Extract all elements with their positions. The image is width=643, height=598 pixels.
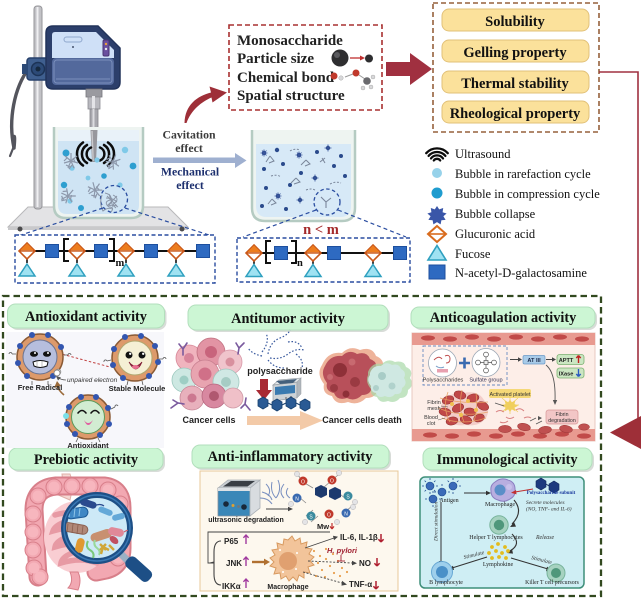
svg-text:Bubble in compression cycle: Bubble in compression cycle [455, 187, 600, 201]
svg-text:APTT: APTT [559, 358, 574, 364]
svg-text:effect: effect [176, 178, 204, 192]
svg-text:Macrophage: Macrophage [485, 502, 515, 508]
svg-text:Anti-inflammatory activity: Anti-inflammatory activity [208, 449, 374, 465]
svg-text:effect: effect [175, 141, 203, 155]
svg-text:Macrophage: Macrophage [267, 584, 308, 591]
svg-text:Antitumor activity: Antitumor activity [231, 311, 346, 327]
svg-text:unpaired electron: unpaired electron [67, 377, 118, 384]
svg-text:(NO, TNF- and IL-6): (NO, TNF- and IL-6) [526, 506, 572, 513]
svg-text:Antioxidant: Antioxidant [67, 441, 109, 450]
svg-text:Blood: Blood [424, 415, 438, 421]
svg-text:m: m [116, 258, 125, 269]
svg-text:O: O [330, 479, 334, 485]
svg-text:Gelling property: Gelling property [463, 45, 567, 61]
svg-text:Bubble in rarefaction cycle: Bubble in rarefaction cycle [455, 167, 591, 181]
svg-text:ultrasonic degradation: ultrasonic degradation [208, 517, 283, 524]
svg-text:Chemical bond: Chemical bond [237, 70, 335, 86]
svg-text:Stimulate: Stimulate [463, 550, 485, 561]
svg-text:S: S [309, 515, 313, 521]
svg-text:Solubility: Solubility [485, 14, 545, 30]
svg-text:Particle size: Particle size [237, 51, 314, 67]
svg-text:Killer T cell precursors: Killer T cell precursors [525, 580, 579, 586]
svg-text:Helper T lymphocytes: Helper T lymphocytes [469, 535, 523, 541]
svg-text:NO: NO [359, 559, 371, 568]
svg-text:n: n [297, 258, 303, 269]
svg-text:Immunological activity: Immunological activity [437, 452, 579, 468]
svg-text:N: N [295, 497, 299, 503]
svg-text:IXase: IXase [559, 372, 574, 378]
svg-text:n < m: n < m [303, 222, 339, 238]
svg-text:clot: clot [427, 421, 436, 427]
svg-text:N-acetyl-D-galactosamine: N-acetyl-D-galactosamine [455, 266, 587, 280]
svg-text:Secrete molecules: Secrete molecules [526, 500, 565, 506]
svg-text:polysaccharide: polysaccharide [247, 366, 313, 376]
svg-text:O: O [301, 480, 305, 486]
svg-text:Rheological property: Rheological property [450, 106, 581, 122]
svg-text:Fibrin: Fibrin [556, 412, 569, 418]
svg-text:Activated platelet: Activated platelet [489, 392, 531, 398]
svg-text:Cavitation: Cavitation [162, 128, 216, 142]
svg-text:Monosaccharide: Monosaccharide [237, 33, 343, 49]
svg-text:Antigen: Antigen [439, 498, 458, 504]
svg-text:Bubble collapse: Bubble collapse [455, 207, 536, 221]
svg-text:Mw: Mw [317, 522, 329, 531]
svg-text:Glucuronic acid: Glucuronic acid [455, 227, 536, 241]
svg-text:Cancer cells: Cancer cells [182, 415, 235, 425]
svg-text:Cancer cells death: Cancer cells death [322, 415, 402, 425]
svg-text:degradation: degradation [548, 418, 576, 424]
svg-text:mesh: mesh [427, 406, 440, 412]
svg-text:Mechanical: Mechanical [161, 165, 220, 179]
svg-text:Ultrasound: Ultrasound [455, 147, 511, 161]
svg-text:B lymphocyte: B lymphocyte [429, 580, 463, 586]
svg-text:Spatial structure: Spatial structure [237, 88, 345, 104]
svg-text:AT III: AT III [527, 358, 541, 364]
svg-text:Free Radical: Free Radical [18, 383, 63, 392]
svg-text:Release: Release [535, 535, 554, 541]
svg-text:Polysaccharide subunit: Polysaccharide subunit [527, 491, 576, 496]
svg-text:IKKα: IKKα [222, 582, 241, 591]
svg-text:Polysaccharides: Polysaccharides [423, 378, 464, 384]
svg-text:Stimulate: Stimulate [531, 555, 553, 566]
svg-text:IL-6, IL-1β: IL-6, IL-1β [340, 533, 378, 542]
svg-text:Prebiotic activity: Prebiotic activity [34, 452, 139, 468]
svg-text:Thermal stability: Thermal stability [461, 76, 569, 92]
svg-text:O: O [327, 513, 331, 519]
svg-text:Lymphokine: Lymphokine [483, 562, 514, 568]
svg-text:JNK: JNK [226, 559, 242, 568]
svg-text:Fibrin: Fibrin [427, 400, 440, 406]
svg-text:H. pylori: H. pylori [327, 546, 358, 555]
svg-text:P65: P65 [224, 537, 239, 546]
svg-text:Stable Molecule: Stable Molecule [109, 384, 166, 393]
svg-text:Antioxidant activity: Antioxidant activity [25, 309, 148, 325]
svg-text:Fucose: Fucose [455, 247, 491, 261]
svg-text:TNF-α: TNF-α [349, 580, 372, 589]
svg-text:Sulfate group: Sulfate group [469, 378, 502, 384]
svg-text:S: S [346, 495, 350, 501]
svg-text:N: N [344, 512, 348, 518]
svg-text:Anticoagulation activity: Anticoagulation activity [430, 310, 577, 326]
svg-text:Direct stimulation: Direct stimulation [434, 502, 440, 542]
